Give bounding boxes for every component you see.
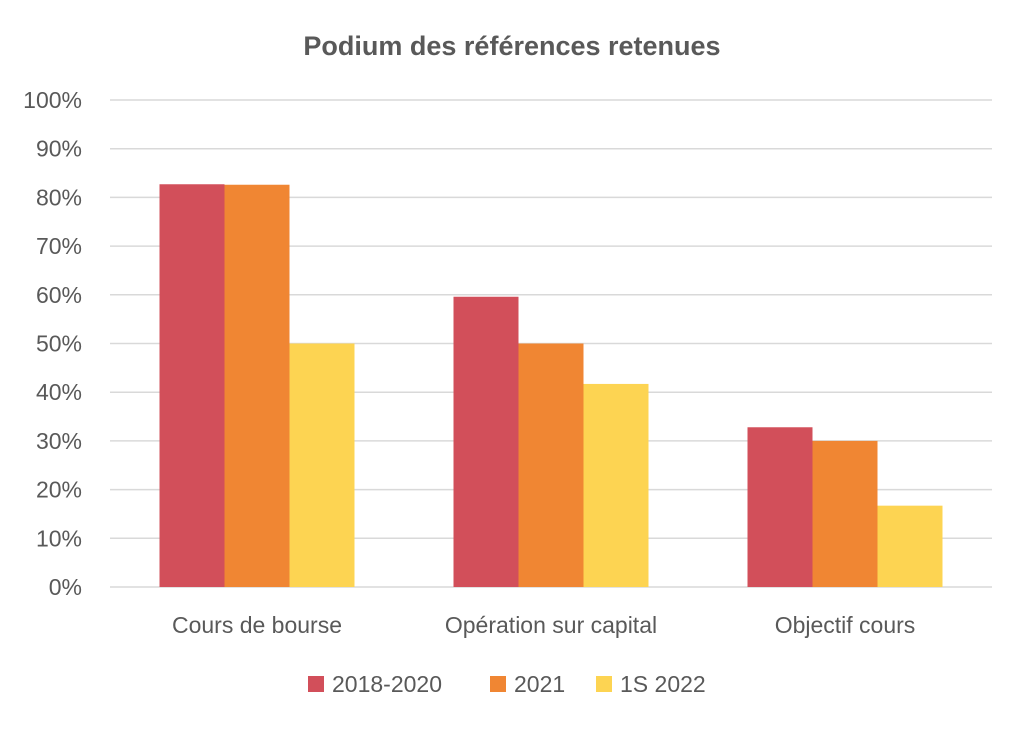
bar [224,184,290,587]
bar [289,343,355,587]
legend-swatch [596,676,612,692]
legend-label: 2021 [514,671,565,697]
y-tick-label: 70% [36,233,82,259]
x-category-label: Cours de bourse [172,612,342,638]
x-axis-category-labels: Cours de bourse Opération sur capital Obje… [172,612,915,638]
legend-label: 2018-2020 [332,671,442,697]
bar [583,383,649,587]
bar [453,296,519,587]
y-tick-label: 100% [23,87,82,113]
y-tick-label: 90% [36,136,82,162]
x-category-label: Opération sur capital [445,612,657,638]
bar [518,343,584,587]
legend-swatch [308,676,324,692]
bar [877,505,943,587]
y-tick-label: 80% [36,184,82,210]
y-tick-label: 10% [36,525,82,551]
x-category-label: Objectif cours [775,612,916,638]
y-tick-label: 40% [36,379,82,405]
bar [812,440,878,587]
bar [747,427,813,587]
y-axis-tick-labels: 0% 10% 20% 30% 40% 50% 60% 70% 80% 90% 100% [23,87,82,600]
y-tick-label: 30% [36,428,82,454]
chart-title: Podium des références retenues [303,31,720,61]
y-tick-label: 20% [36,477,82,503]
legend-label: 1S 2022 [620,671,706,697]
bar [159,184,225,587]
y-tick-label: 50% [36,331,82,357]
bars [159,184,943,587]
y-tick-label: 0% [49,574,82,600]
legend: 2018-2020 2021 1S 2022 [308,671,706,697]
y-tick-label: 60% [36,282,82,308]
legend-swatch [490,676,506,692]
